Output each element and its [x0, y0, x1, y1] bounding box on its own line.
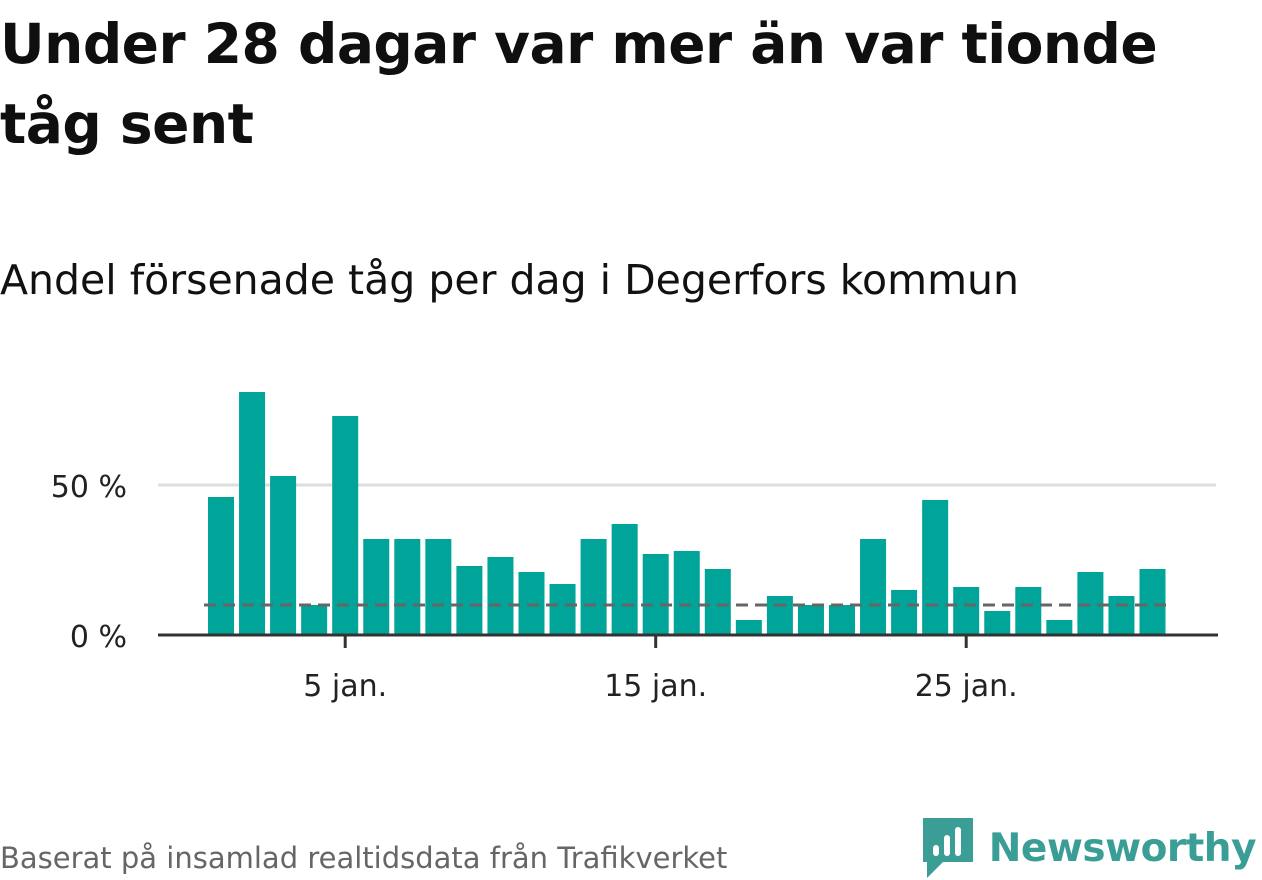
- x-tick-label: 5 jan.: [303, 669, 387, 704]
- x-axis-ticks: 5 jan. 15 jan. 25 jan.: [303, 635, 1018, 704]
- bar: [301, 605, 328, 635]
- x-tick-label: 25 jan.: [915, 669, 1018, 704]
- chart-subtitle: Andel försenade tåg per dag i Degerfors …: [0, 256, 1019, 304]
- bar-series: [208, 392, 1166, 635]
- bar: [611, 524, 638, 635]
- bar: [1046, 620, 1073, 635]
- brand-logo[interactable]: Newsworthy: [922, 818, 1257, 880]
- bar: [363, 539, 390, 635]
- bar: [766, 596, 793, 635]
- bar: [1139, 569, 1166, 635]
- bar: [829, 605, 855, 635]
- bar: [425, 539, 452, 635]
- bar: [239, 392, 266, 635]
- bar: [797, 605, 824, 635]
- bar: [270, 476, 297, 635]
- bar: [580, 539, 607, 635]
- bar: [704, 569, 731, 635]
- bar-chart: 0 % 50 % 5 jan. 15 jan. 25 jan.: [51, 392, 1218, 704]
- bar: [922, 500, 949, 635]
- bar: [1015, 587, 1042, 635]
- bar: [735, 620, 762, 635]
- y-tick-label: 50 %: [51, 470, 127, 505]
- bar: [673, 551, 700, 635]
- bar: [549, 584, 576, 635]
- bar: [332, 416, 359, 635]
- source-note: Baserat på insamlad realtidsdata från Tr…: [0, 841, 728, 875]
- bar: [984, 611, 1011, 635]
- brand-name: Newsworthy: [988, 826, 1257, 871]
- bar: [860, 539, 887, 635]
- bar: [891, 590, 918, 635]
- bar: [394, 539, 421, 635]
- bar: [208, 497, 234, 635]
- bar: [642, 554, 669, 635]
- bar: [1108, 596, 1135, 635]
- y-tick-label: 0 %: [70, 620, 127, 655]
- x-tick-label: 15 jan.: [604, 669, 707, 704]
- chart-title: Under 28 dagar var mer än var tionde tåg…: [0, 12, 1158, 156]
- bar-chart-speech-bubble-icon: [922, 818, 973, 878]
- bar: [487, 557, 514, 635]
- y-axis-tick-labels: 0 % 50 %: [51, 470, 127, 655]
- bar: [953, 587, 980, 635]
- bar: [456, 566, 483, 635]
